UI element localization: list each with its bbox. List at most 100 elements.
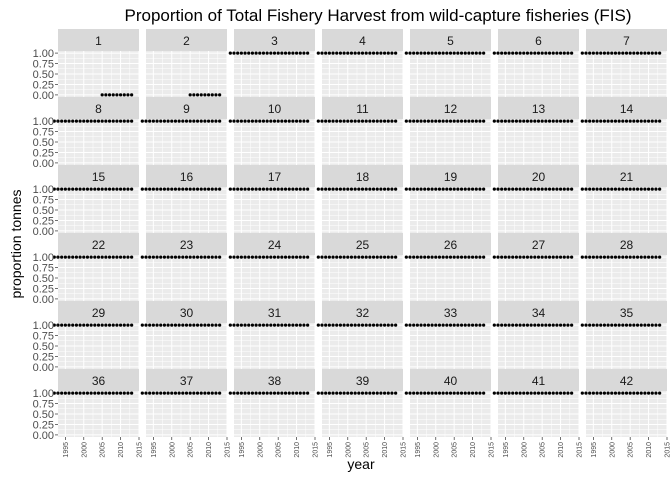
- facet-strip: [586, 233, 667, 255]
- data-point: [386, 255, 390, 259]
- data-point: [349, 119, 354, 123]
- data-point: [353, 119, 357, 123]
- data-point: [78, 119, 82, 123]
- data-point: [658, 119, 662, 123]
- data-point: [544, 119, 548, 123]
- data-point: [78, 187, 82, 191]
- data-point: [199, 323, 203, 327]
- data-point: [419, 51, 423, 55]
- data-point: [551, 119, 555, 123]
- data-point: [85, 323, 90, 327]
- data-point: [434, 119, 438, 123]
- data-point: [412, 187, 416, 191]
- data-point: [232, 255, 236, 259]
- data-point: [184, 255, 189, 259]
- facet-panel-31: 31: [228, 301, 316, 369]
- data-point: [496, 255, 500, 259]
- facet-panel-20: 20: [492, 165, 580, 233]
- y-tick-label: 1.00: [33, 320, 54, 332]
- data-point: [100, 93, 104, 97]
- series-18: [316, 187, 398, 191]
- data-point: [536, 323, 541, 327]
- data-point: [111, 119, 115, 123]
- data-point: [613, 255, 618, 259]
- data-point: [331, 323, 335, 327]
- data-point: [467, 119, 471, 123]
- data-point: [203, 391, 207, 395]
- data-point: [430, 119, 434, 123]
- data-point: [250, 187, 255, 191]
- data-point: [67, 391, 71, 395]
- data-point: [463, 187, 467, 191]
- data-point: [63, 391, 67, 395]
- data-point: [570, 323, 574, 327]
- data-point: [514, 323, 519, 327]
- y-tick-label: 0.50: [33, 409, 54, 421]
- data-point: [166, 255, 170, 259]
- data-point: [126, 93, 130, 97]
- data-point: [280, 255, 284, 259]
- data-point: [514, 119, 519, 123]
- data-point: [419, 119, 423, 123]
- data-point: [423, 255, 427, 259]
- data-point: [243, 323, 247, 327]
- data-point: [254, 51, 258, 55]
- data-point: [302, 323, 306, 327]
- data-point: [595, 391, 599, 395]
- data-point: [371, 51, 376, 55]
- data-point: [602, 391, 607, 395]
- facet-strip: [146, 29, 227, 51]
- data-point: [551, 187, 555, 191]
- facet-label: 11: [356, 102, 369, 116]
- x-tick-label: 2010: [206, 442, 213, 458]
- y-tick-label: 0.75: [33, 59, 54, 71]
- data-point: [364, 255, 368, 259]
- data-point: [254, 187, 258, 191]
- data-point: [445, 391, 449, 395]
- facet-panel-38: 38: [228, 369, 316, 437]
- data-point: [155, 323, 159, 327]
- data-point: [448, 391, 453, 395]
- data-point: [456, 391, 460, 395]
- data-point: [617, 119, 621, 123]
- data-point: [360, 391, 365, 395]
- data-point: [247, 255, 251, 259]
- data-point: [621, 255, 625, 259]
- data-point: [210, 93, 214, 97]
- facet-panel-4: 4: [316, 29, 404, 97]
- series-8: [52, 119, 134, 123]
- data-point: [126, 255, 130, 259]
- data-point: [467, 187, 471, 191]
- data-point: [265, 255, 269, 259]
- data-point: [214, 391, 218, 395]
- data-point: [430, 323, 434, 327]
- data-point: [390, 187, 394, 191]
- data-point: [243, 391, 247, 395]
- data-point: [155, 187, 159, 191]
- facet-panel-10: 10: [228, 97, 316, 165]
- data-point: [544, 187, 548, 191]
- data-point: [232, 391, 236, 395]
- data-point: [107, 119, 112, 123]
- data-point: [459, 51, 464, 55]
- data-point: [591, 51, 595, 55]
- facet-panel-39: 39: [316, 369, 404, 437]
- data-point: [434, 51, 438, 55]
- data-point: [368, 51, 372, 55]
- facet-strip: [586, 165, 667, 187]
- data-point: [595, 119, 599, 123]
- data-point: [155, 391, 159, 395]
- data-point: [533, 391, 537, 395]
- data-point: [239, 187, 243, 191]
- data-point: [239, 255, 243, 259]
- data-point: [570, 51, 574, 55]
- data-point: [173, 119, 178, 123]
- data-point: [170, 255, 174, 259]
- data-point: [562, 391, 566, 395]
- data-point: [218, 255, 222, 259]
- data-point: [547, 323, 552, 327]
- data-point: [525, 187, 530, 191]
- data-point: [140, 187, 144, 191]
- data-point: [320, 255, 324, 259]
- data-point: [371, 187, 376, 191]
